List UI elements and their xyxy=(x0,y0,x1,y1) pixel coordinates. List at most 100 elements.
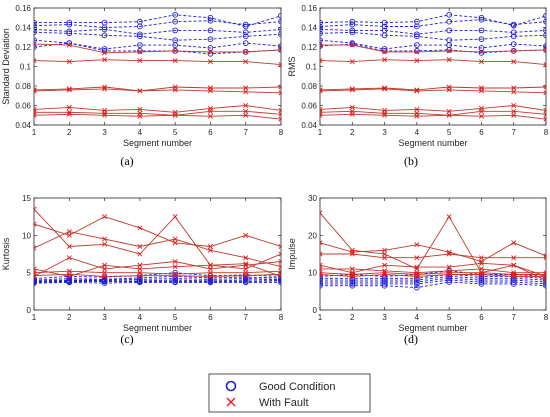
fault-series-line-7 xyxy=(320,242,546,262)
good-point xyxy=(320,279,323,285)
x-tick-label: 3 xyxy=(102,313,107,322)
fault-point xyxy=(243,85,249,91)
fault-point xyxy=(207,108,213,114)
good-point xyxy=(66,28,73,35)
fault-point xyxy=(172,236,178,242)
fault-series-line-9 xyxy=(320,262,546,277)
fault-point xyxy=(543,273,546,279)
good-point xyxy=(137,23,143,30)
fault-point xyxy=(137,244,143,250)
good-point xyxy=(242,23,249,30)
fault-point xyxy=(382,251,388,257)
good-point xyxy=(543,277,546,283)
fault-point xyxy=(102,112,108,118)
fault-point xyxy=(137,88,143,94)
fault-point xyxy=(278,258,281,264)
good-point xyxy=(543,18,546,25)
y-tick-label: 20 xyxy=(308,231,317,240)
fault-point xyxy=(102,236,108,242)
fault-point xyxy=(243,273,249,279)
fault-point xyxy=(543,90,546,96)
fault-point xyxy=(34,273,37,279)
fault-point xyxy=(511,262,517,268)
fault-point xyxy=(320,262,323,268)
fault-point xyxy=(66,59,72,65)
fault-point xyxy=(446,251,452,257)
fault-point xyxy=(414,58,420,64)
fault-point xyxy=(102,266,108,272)
good-point xyxy=(414,284,420,291)
x-tick-label: 3 xyxy=(102,128,107,137)
fault-point xyxy=(511,112,517,118)
fault-point xyxy=(446,87,452,93)
good-point xyxy=(207,14,214,21)
good-point xyxy=(446,18,452,25)
fault-point xyxy=(172,58,178,64)
good-point xyxy=(446,277,452,283)
plot-frame xyxy=(319,197,547,311)
fault-point xyxy=(137,113,143,119)
good-point xyxy=(349,279,356,285)
y-tick-label: 0 xyxy=(27,306,32,315)
x-tick-label: 7 xyxy=(511,313,516,322)
fault-point xyxy=(34,41,37,47)
fault-point xyxy=(349,42,355,48)
good-point xyxy=(320,26,323,33)
panel-caption: (b) xyxy=(404,154,418,168)
y-tick-label: 0.1 xyxy=(20,63,32,72)
good-point xyxy=(101,280,108,286)
x-tick-label: 4 xyxy=(138,128,143,137)
fault-point xyxy=(320,270,323,276)
good-point xyxy=(172,279,178,286)
fault-series-line-8 xyxy=(320,253,546,259)
fault-point xyxy=(414,88,420,94)
y-axis-label: RMS xyxy=(287,57,297,77)
fault-point xyxy=(320,88,323,94)
good-series-line-5 xyxy=(320,281,546,289)
data-layer xyxy=(320,11,546,122)
fault-point xyxy=(66,255,72,261)
fault-series-line-7 xyxy=(320,59,546,66)
y-axis-label: Kurtosis xyxy=(1,237,11,270)
y-tick-label: 0.04 xyxy=(301,121,317,130)
fault-point xyxy=(278,84,281,90)
good-point xyxy=(510,33,517,40)
good-series-line-5 xyxy=(34,281,281,284)
good-point xyxy=(242,21,249,28)
fault-series-line-12 xyxy=(34,273,281,277)
fault-point xyxy=(414,87,420,93)
fault-series-line-6 xyxy=(320,44,546,53)
fault-series-line-11 xyxy=(34,110,281,116)
good-point xyxy=(137,48,143,54)
plot-frame xyxy=(33,7,282,126)
panel-caption: (d) xyxy=(404,332,418,346)
good-series-line-3 xyxy=(320,31,546,41)
fault-series-line-10 xyxy=(320,105,546,112)
fault-point xyxy=(349,87,355,93)
good-point xyxy=(414,277,420,283)
good-series-line-1 xyxy=(34,20,281,28)
x-tick-label: 5 xyxy=(173,128,178,137)
fault-point xyxy=(278,47,281,53)
fault-point xyxy=(137,225,143,231)
fault-point xyxy=(478,258,484,264)
good-point xyxy=(242,279,249,286)
fault-point xyxy=(207,49,213,55)
good-point xyxy=(278,18,281,25)
fault-point xyxy=(102,57,108,63)
good-series-line-0 xyxy=(320,14,546,27)
x-tick-label: 5 xyxy=(447,128,452,137)
fault-point xyxy=(278,62,281,68)
fault-point xyxy=(446,112,452,118)
good-series-line-5 xyxy=(320,43,546,54)
fault-point xyxy=(34,266,37,272)
fault-point xyxy=(382,247,388,253)
data-layer xyxy=(34,206,281,286)
fault-point xyxy=(137,273,143,279)
x-tick-label: 1 xyxy=(32,313,37,322)
y-tick-label: 0.12 xyxy=(15,43,31,52)
fault-point xyxy=(382,57,388,63)
good-point xyxy=(349,277,356,283)
fault-series-line-9 xyxy=(320,88,546,94)
